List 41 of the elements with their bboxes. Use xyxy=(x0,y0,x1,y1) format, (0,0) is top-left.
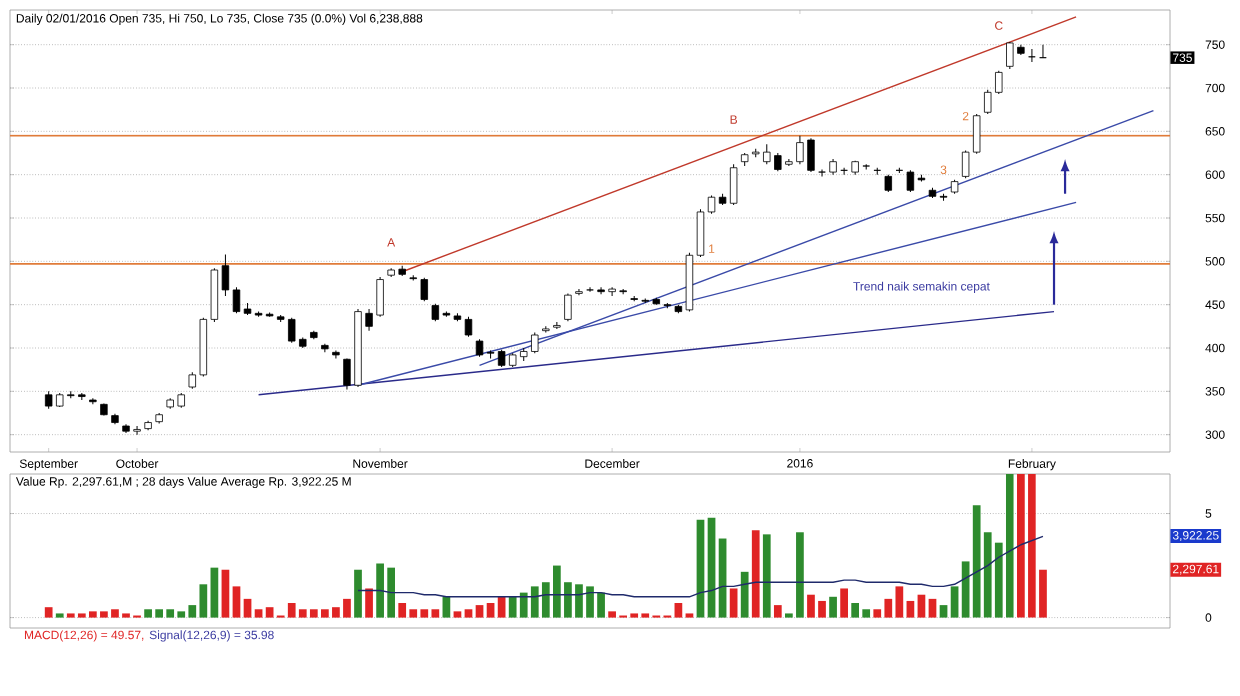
bar xyxy=(365,588,373,618)
candlestick xyxy=(564,292,572,322)
candlestick xyxy=(553,321,561,330)
candlestick xyxy=(696,208,705,258)
bar xyxy=(829,596,837,618)
candlestick xyxy=(232,286,241,314)
candlestick xyxy=(575,288,583,296)
bar xyxy=(939,605,948,618)
bar xyxy=(1039,569,1047,618)
candlestick xyxy=(464,316,473,338)
candlestick xyxy=(89,397,97,405)
bar xyxy=(265,607,274,618)
bar xyxy=(740,571,749,618)
bar xyxy=(928,598,937,618)
bar xyxy=(497,596,506,618)
bar xyxy=(840,588,848,618)
bar xyxy=(453,611,462,618)
candlestick xyxy=(818,168,826,177)
candlestick xyxy=(586,286,594,293)
bar xyxy=(486,603,495,618)
bar xyxy=(254,609,263,618)
bar xyxy=(917,594,926,618)
bar xyxy=(442,596,451,618)
bar xyxy=(221,569,230,618)
bar xyxy=(210,567,219,618)
bar xyxy=(906,600,915,618)
candlestick xyxy=(420,277,429,302)
bar xyxy=(354,569,362,618)
bar xyxy=(751,530,760,618)
bar xyxy=(773,605,782,618)
bar xyxy=(464,609,473,618)
bar xyxy=(475,605,484,618)
bar xyxy=(243,598,252,618)
bar xyxy=(696,519,705,618)
bar xyxy=(232,586,241,618)
candlestick xyxy=(707,194,716,215)
bar xyxy=(674,603,683,618)
bar xyxy=(729,588,738,618)
bar xyxy=(762,534,771,618)
bar xyxy=(950,586,959,618)
bar xyxy=(44,607,53,618)
